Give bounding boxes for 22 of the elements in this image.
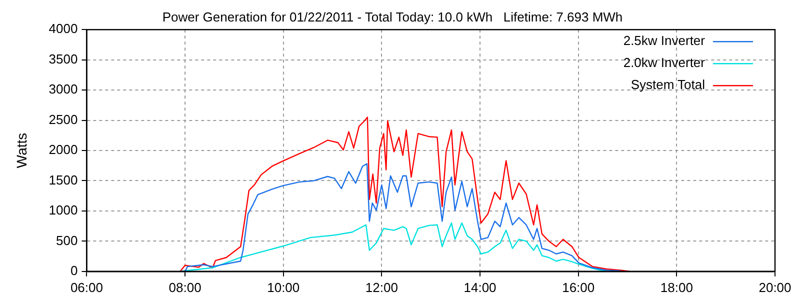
- y-axis-title: Watts: [13, 132, 30, 168]
- x-tick-label: 20:00: [758, 280, 792, 295]
- legend-label: 2.5kw Inverter: [623, 33, 706, 48]
- x-tick-label: 12:00: [365, 280, 398, 295]
- y-tick-label: 4000: [48, 21, 78, 36]
- y-tick-label: 2500: [48, 112, 78, 127]
- x-tick-label: 16:00: [562, 280, 595, 295]
- y-tick-label: 3500: [48, 51, 78, 66]
- x-tick-label: 08:00: [168, 280, 202, 295]
- x-tick-label: 10:00: [267, 280, 300, 295]
- legend-label: 2.0kw Inverter: [623, 55, 706, 70]
- y-tick-label: 3000: [48, 82, 78, 97]
- x-tick-label: 06:00: [70, 280, 103, 295]
- y-tick-label: 1000: [48, 202, 78, 218]
- y-tick-label: 0: [70, 262, 78, 278]
- x-tick-label: 18:00: [660, 280, 693, 295]
- y-tick-label: 500: [56, 232, 78, 248]
- legend-label: System Total: [630, 77, 706, 92]
- y-tick-label: 2000: [48, 142, 78, 158]
- chart-title: Power Generation for 01/22/2011 - Total Today: 10.0 kWh Lifetime: 7.693 MWh: [162, 9, 623, 24]
- x-tick-label: 14:00: [464, 280, 496, 295]
- y-tick-label: 1500: [48, 172, 78, 188]
